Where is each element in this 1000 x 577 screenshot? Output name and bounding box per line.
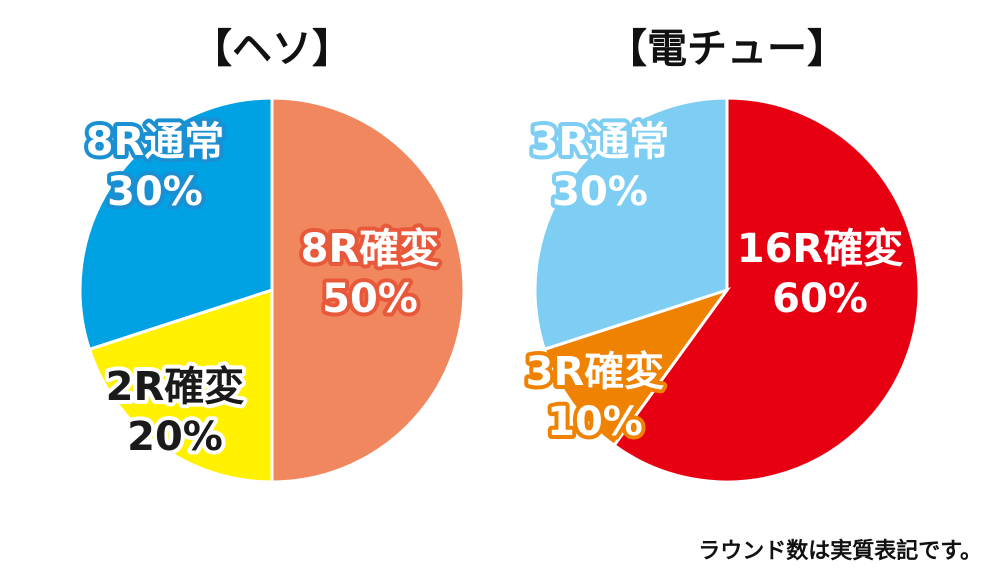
- slice-label: 8R確変: [301, 226, 440, 272]
- pie-slice: [612, 96, 921, 484]
- slice-label: 2R確変: [106, 364, 245, 410]
- slice-value-label: 10%: [547, 399, 643, 445]
- pie-slice: [270, 96, 466, 484]
- slice-value-label: 60%: [772, 276, 868, 322]
- footnote: ラウンド数は実質表記です。: [698, 539, 982, 564]
- slice-value-label: 50%: [322, 276, 418, 322]
- slice-value-label: 30%: [107, 169, 203, 215]
- slice-label: 3R通常: [531, 119, 670, 165]
- chart-title: 【電チュー】: [607, 26, 847, 72]
- slice-value-label: 20%: [127, 414, 223, 460]
- slice-value-label: 30%: [552, 169, 648, 215]
- pie-slice: [542, 287, 731, 448]
- chart-title: 【ヘソ】: [192, 26, 352, 72]
- slice-label: 3R確変: [526, 349, 665, 395]
- pie-slice: [533, 96, 729, 352]
- pie-slice: [87, 287, 274, 484]
- slice-label: 16R確変: [737, 226, 903, 272]
- slice-label: 8R通常: [86, 119, 225, 165]
- pie-slice: [78, 96, 274, 352]
